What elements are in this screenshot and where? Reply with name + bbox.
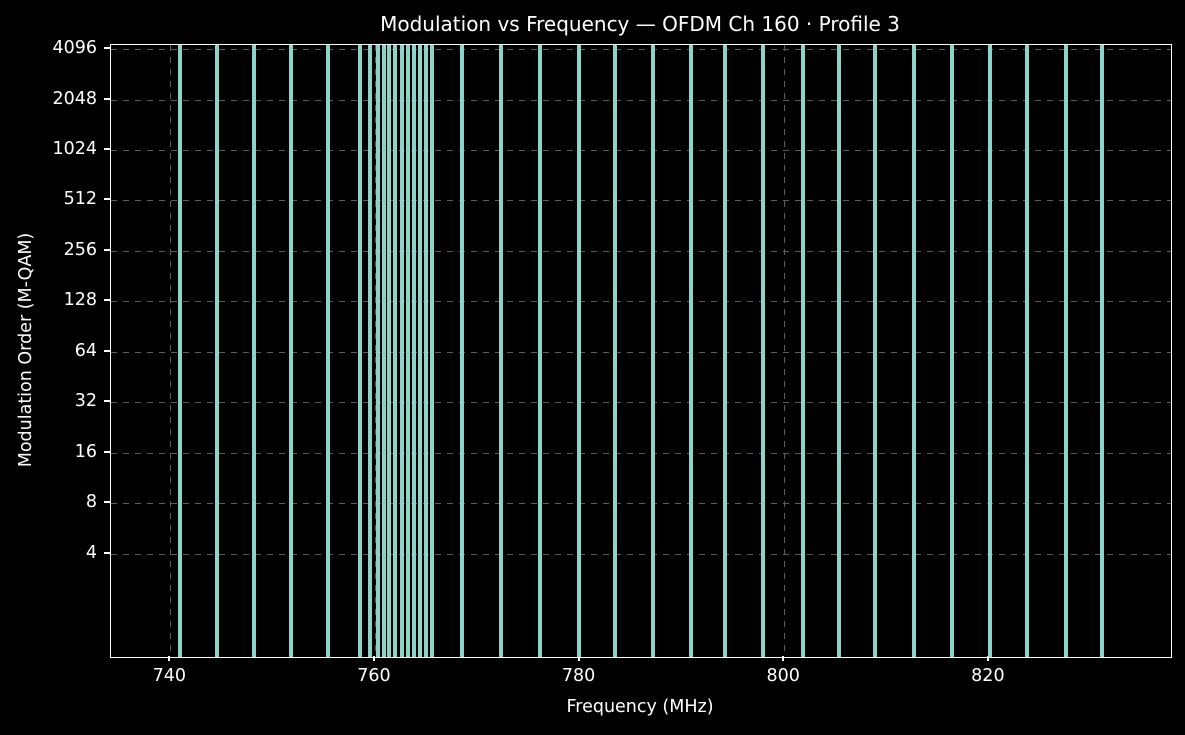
data-vline <box>393 45 398 657</box>
data-vline <box>987 45 992 657</box>
data-vline <box>613 45 618 657</box>
y-axis-tick <box>104 198 110 201</box>
x-tick-label: 800 <box>766 666 800 686</box>
data-vline <box>537 45 542 657</box>
y-axis-tick <box>104 400 110 403</box>
data-vline <box>424 45 429 657</box>
data-vline <box>1063 45 1068 657</box>
y-tick-label: 1024 <box>52 139 97 159</box>
y-axis-tick <box>104 501 110 504</box>
y-tick-label: 128 <box>63 290 97 311</box>
data-vline <box>722 45 727 657</box>
y-axis-tick <box>104 97 110 100</box>
data-vline <box>405 45 410 657</box>
x-gridline <box>784 45 786 657</box>
data-vline <box>367 45 372 657</box>
data-vline <box>689 45 694 657</box>
y-axis-tick <box>104 551 110 554</box>
data-vline <box>498 45 503 657</box>
data-vline <box>252 45 257 657</box>
y-axis-tick <box>104 349 110 352</box>
y-gridline <box>111 553 1171 555</box>
y-gridline <box>111 452 1171 454</box>
data-vline <box>837 45 842 657</box>
x-gridline <box>374 45 376 657</box>
data-vline <box>1100 45 1105 657</box>
x-axis-tick <box>577 656 580 661</box>
plot-area <box>110 44 1172 658</box>
y-axis-tick <box>104 148 110 150</box>
x-tick-label: 780 <box>561 666 596 686</box>
data-vline <box>177 45 182 657</box>
y-gridline <box>111 150 1171 151</box>
data-vline <box>382 45 387 657</box>
x-axis-label: Frequency (MHz) <box>566 697 714 717</box>
y-axis-tick <box>104 450 110 453</box>
x-tick-label: 740 <box>152 666 187 686</box>
y-tick-label: 64 <box>74 340 97 361</box>
data-vline <box>387 45 392 657</box>
x-tick-label: 820 <box>971 666 1005 686</box>
y-gridline <box>111 99 1171 101</box>
y-gridline <box>111 351 1171 353</box>
data-vline <box>399 45 404 657</box>
y-axis-tick <box>104 299 110 302</box>
data-vline <box>912 45 917 657</box>
y-gridline <box>111 200 1171 202</box>
data-vline <box>430 45 435 657</box>
x-axis-tick <box>372 656 375 661</box>
y-axis-tick <box>104 47 110 50</box>
data-vline <box>411 45 416 657</box>
data-vline <box>289 45 294 657</box>
data-vline <box>800 45 805 657</box>
data-vline <box>459 45 464 657</box>
data-vline <box>376 45 381 657</box>
data-vline <box>325 45 330 657</box>
y-tick-label: 512 <box>63 189 97 210</box>
x-axis-tick <box>986 656 989 661</box>
data-vline <box>873 45 878 657</box>
y-gridline <box>111 301 1171 303</box>
x-axis-tick <box>168 656 171 661</box>
x-axis-tick <box>782 656 785 661</box>
data-vline <box>760 45 765 657</box>
chart-title: Modulation vs Frequency — OFDM Ch 160 · … <box>380 12 900 36</box>
y-gridline <box>111 503 1171 505</box>
y-tick-label: 2048 <box>52 88 97 109</box>
y-axis-tick <box>104 248 110 251</box>
data-vline <box>1024 45 1029 657</box>
y-gridline <box>111 49 1171 51</box>
data-vline <box>357 45 362 657</box>
y-gridline <box>111 250 1171 252</box>
data-vline <box>215 45 220 657</box>
x-gridline <box>170 45 172 657</box>
y-tick-label: 16 <box>74 441 97 462</box>
data-vline <box>950 45 955 657</box>
y-tick-label: 256 <box>63 239 97 260</box>
data-vline <box>651 45 656 657</box>
x-tick-label: 760 <box>357 666 391 686</box>
y-tick-label: 32 <box>74 391 97 412</box>
data-vline <box>576 45 581 657</box>
y-tick-label: 4096 <box>52 38 97 59</box>
y-gridline <box>111 402 1171 404</box>
y-tick-label: 4 <box>85 542 97 563</box>
data-vline <box>417 45 422 657</box>
y-tick-label: 8 <box>85 492 97 513</box>
